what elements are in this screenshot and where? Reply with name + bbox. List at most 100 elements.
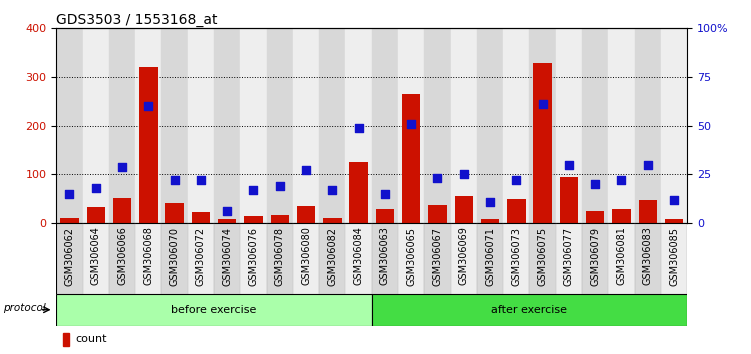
- Point: [406, 121, 418, 127]
- Bar: [612, 210, 631, 223]
- Bar: [293, 28, 319, 223]
- Text: GSM306074: GSM306074: [222, 227, 232, 286]
- Text: GSM306070: GSM306070: [170, 227, 179, 286]
- Text: GSM306082: GSM306082: [327, 227, 337, 286]
- Bar: [586, 211, 605, 223]
- Point: [248, 187, 260, 193]
- Text: GSM306084: GSM306084: [354, 227, 363, 285]
- Text: GSM306083: GSM306083: [643, 227, 653, 285]
- Bar: [165, 202, 184, 223]
- Bar: [635, 223, 661, 294]
- Bar: [139, 67, 158, 223]
- Point: [536, 101, 548, 107]
- Bar: [214, 223, 240, 294]
- Text: GSM306081: GSM306081: [617, 227, 626, 285]
- Bar: [556, 28, 582, 223]
- Point: [90, 185, 102, 191]
- Text: GSM306079: GSM306079: [590, 227, 600, 286]
- Bar: [83, 223, 109, 294]
- Bar: [244, 216, 263, 223]
- Bar: [665, 219, 683, 223]
- Bar: [188, 28, 214, 223]
- Bar: [372, 28, 398, 223]
- Bar: [533, 63, 552, 223]
- Text: GSM306076: GSM306076: [249, 227, 258, 286]
- Point: [563, 162, 575, 167]
- Bar: [240, 28, 267, 223]
- Bar: [297, 206, 315, 223]
- Bar: [192, 212, 210, 223]
- Bar: [109, 28, 135, 223]
- Bar: [661, 223, 687, 294]
- Bar: [109, 223, 135, 294]
- Bar: [319, 223, 345, 294]
- Point: [431, 176, 443, 181]
- Bar: [270, 215, 289, 223]
- Text: GSM306062: GSM306062: [65, 227, 74, 286]
- Text: GSM306077: GSM306077: [564, 227, 574, 286]
- Text: GSM306080: GSM306080: [301, 227, 311, 285]
- Point: [379, 191, 391, 197]
- Bar: [582, 28, 608, 223]
- Bar: [188, 223, 214, 294]
- Bar: [556, 223, 582, 294]
- Point: [590, 181, 602, 187]
- Point: [300, 167, 312, 173]
- Bar: [372, 223, 398, 294]
- Point: [222, 209, 234, 214]
- Bar: [267, 223, 293, 294]
- Point: [326, 187, 338, 193]
- Text: GSM306068: GSM306068: [143, 227, 153, 285]
- Bar: [293, 223, 319, 294]
- Bar: [481, 219, 499, 223]
- Point: [195, 177, 207, 183]
- Bar: [218, 219, 237, 223]
- Text: count: count: [75, 335, 107, 344]
- Bar: [398, 28, 424, 223]
- Bar: [323, 218, 342, 223]
- Point: [511, 177, 523, 183]
- Bar: [349, 162, 368, 223]
- Bar: [661, 28, 687, 223]
- Bar: [477, 223, 503, 294]
- Bar: [267, 28, 293, 223]
- Text: after exercise: after exercise: [491, 305, 568, 315]
- Text: GSM306073: GSM306073: [511, 227, 521, 286]
- Bar: [477, 28, 503, 223]
- Text: GSM306078: GSM306078: [275, 227, 285, 286]
- Bar: [135, 28, 161, 223]
- Text: GSM306067: GSM306067: [433, 227, 442, 286]
- Bar: [62, 333, 68, 346]
- Bar: [240, 223, 267, 294]
- Bar: [451, 223, 477, 294]
- Bar: [161, 28, 188, 223]
- Bar: [56, 294, 372, 326]
- Bar: [424, 28, 451, 223]
- Text: before exercise: before exercise: [171, 305, 257, 315]
- Point: [484, 199, 496, 205]
- Bar: [56, 28, 83, 223]
- Bar: [424, 223, 451, 294]
- Bar: [345, 223, 372, 294]
- Point: [64, 191, 75, 197]
- Bar: [83, 28, 109, 223]
- Point: [143, 103, 155, 109]
- Text: GSM306065: GSM306065: [406, 227, 416, 286]
- Bar: [454, 196, 473, 223]
- Bar: [376, 210, 394, 223]
- Bar: [319, 28, 345, 223]
- Bar: [60, 218, 79, 223]
- Bar: [559, 177, 578, 223]
- Bar: [402, 94, 421, 223]
- Bar: [428, 205, 447, 223]
- Bar: [451, 28, 477, 223]
- Bar: [161, 223, 188, 294]
- Bar: [638, 200, 657, 223]
- Bar: [507, 199, 526, 223]
- Point: [353, 125, 365, 130]
- Bar: [86, 207, 105, 223]
- Bar: [135, 223, 161, 294]
- Point: [641, 162, 653, 167]
- Bar: [608, 28, 635, 223]
- Text: GSM306064: GSM306064: [91, 227, 101, 285]
